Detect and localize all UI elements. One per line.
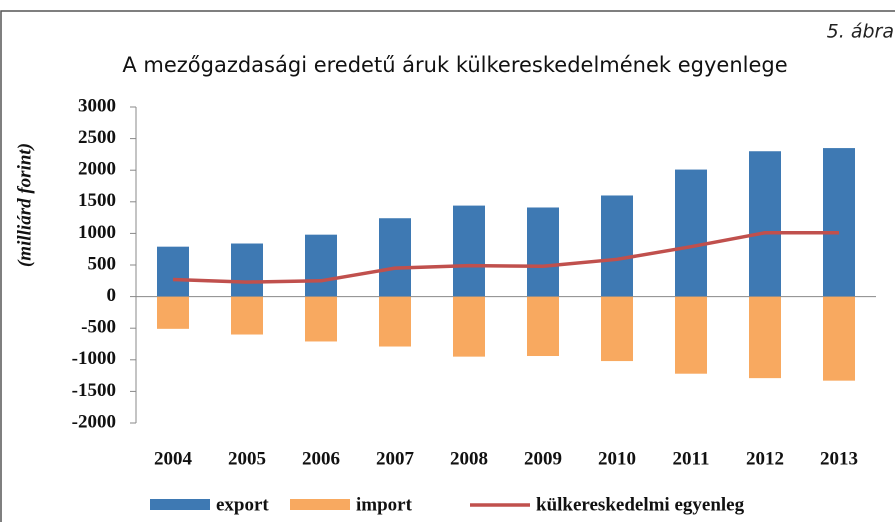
bar (675, 296, 707, 374)
bar (601, 296, 633, 362)
chart-title: A mezőgazdasági eredetű áruk külkeresked… (122, 53, 787, 77)
bar (305, 296, 337, 342)
x-tick-label: 2011 (673, 448, 710, 469)
bar (527, 207, 559, 297)
x-tick-label: 2010 (598, 448, 636, 469)
bar (231, 243, 263, 297)
x-tick-label: 2013 (820, 448, 858, 469)
legend-label: export (216, 494, 269, 515)
bar (527, 296, 559, 357)
figure-label: 5. ábra (827, 21, 894, 43)
y-tick-label: 0 (107, 285, 117, 306)
x-tick-label: 2005 (228, 448, 266, 469)
bar (379, 218, 411, 297)
x-tick-label: 2009 (524, 448, 562, 469)
y-tick-label: 2500 (78, 127, 116, 148)
x-tick-label: 2006 (302, 448, 340, 469)
bar (823, 296, 855, 381)
x-tick-label: 2012 (746, 448, 784, 469)
legend-label: külkereskedelmi egyenleg (536, 494, 745, 515)
bar (675, 169, 707, 297)
bar (379, 296, 411, 347)
bar (453, 205, 485, 297)
x-tick-label: 2008 (450, 448, 488, 469)
y-axis-label: (milliárd forint) (14, 143, 35, 267)
x-tick-label: 2007 (376, 448, 415, 469)
bar (749, 151, 781, 297)
line (172, 231, 839, 284)
y-tick-label: -500 (81, 317, 116, 338)
x-tick-label: 2004 (154, 448, 193, 469)
legend-swatch (290, 499, 350, 510)
bar (823, 148, 855, 297)
bar (231, 296, 263, 335)
bar (749, 296, 781, 379)
bar (157, 246, 189, 297)
bar (453, 296, 485, 357)
legend-swatch (150, 499, 210, 510)
y-tick-label: 3000 (78, 95, 116, 116)
y-tick-label: -1000 (72, 348, 116, 369)
y-tick-label: 2000 (78, 159, 116, 180)
y-tick-label: -1500 (72, 380, 116, 401)
bar (157, 296, 189, 329)
legend-label: import (356, 494, 413, 515)
y-tick-label: 1500 (78, 190, 116, 211)
y-tick-label: 500 (88, 253, 117, 274)
bar (601, 195, 633, 297)
y-tick-label: -2000 (72, 411, 116, 432)
y-tick-label: 1000 (78, 222, 116, 243)
bar (305, 234, 337, 297)
